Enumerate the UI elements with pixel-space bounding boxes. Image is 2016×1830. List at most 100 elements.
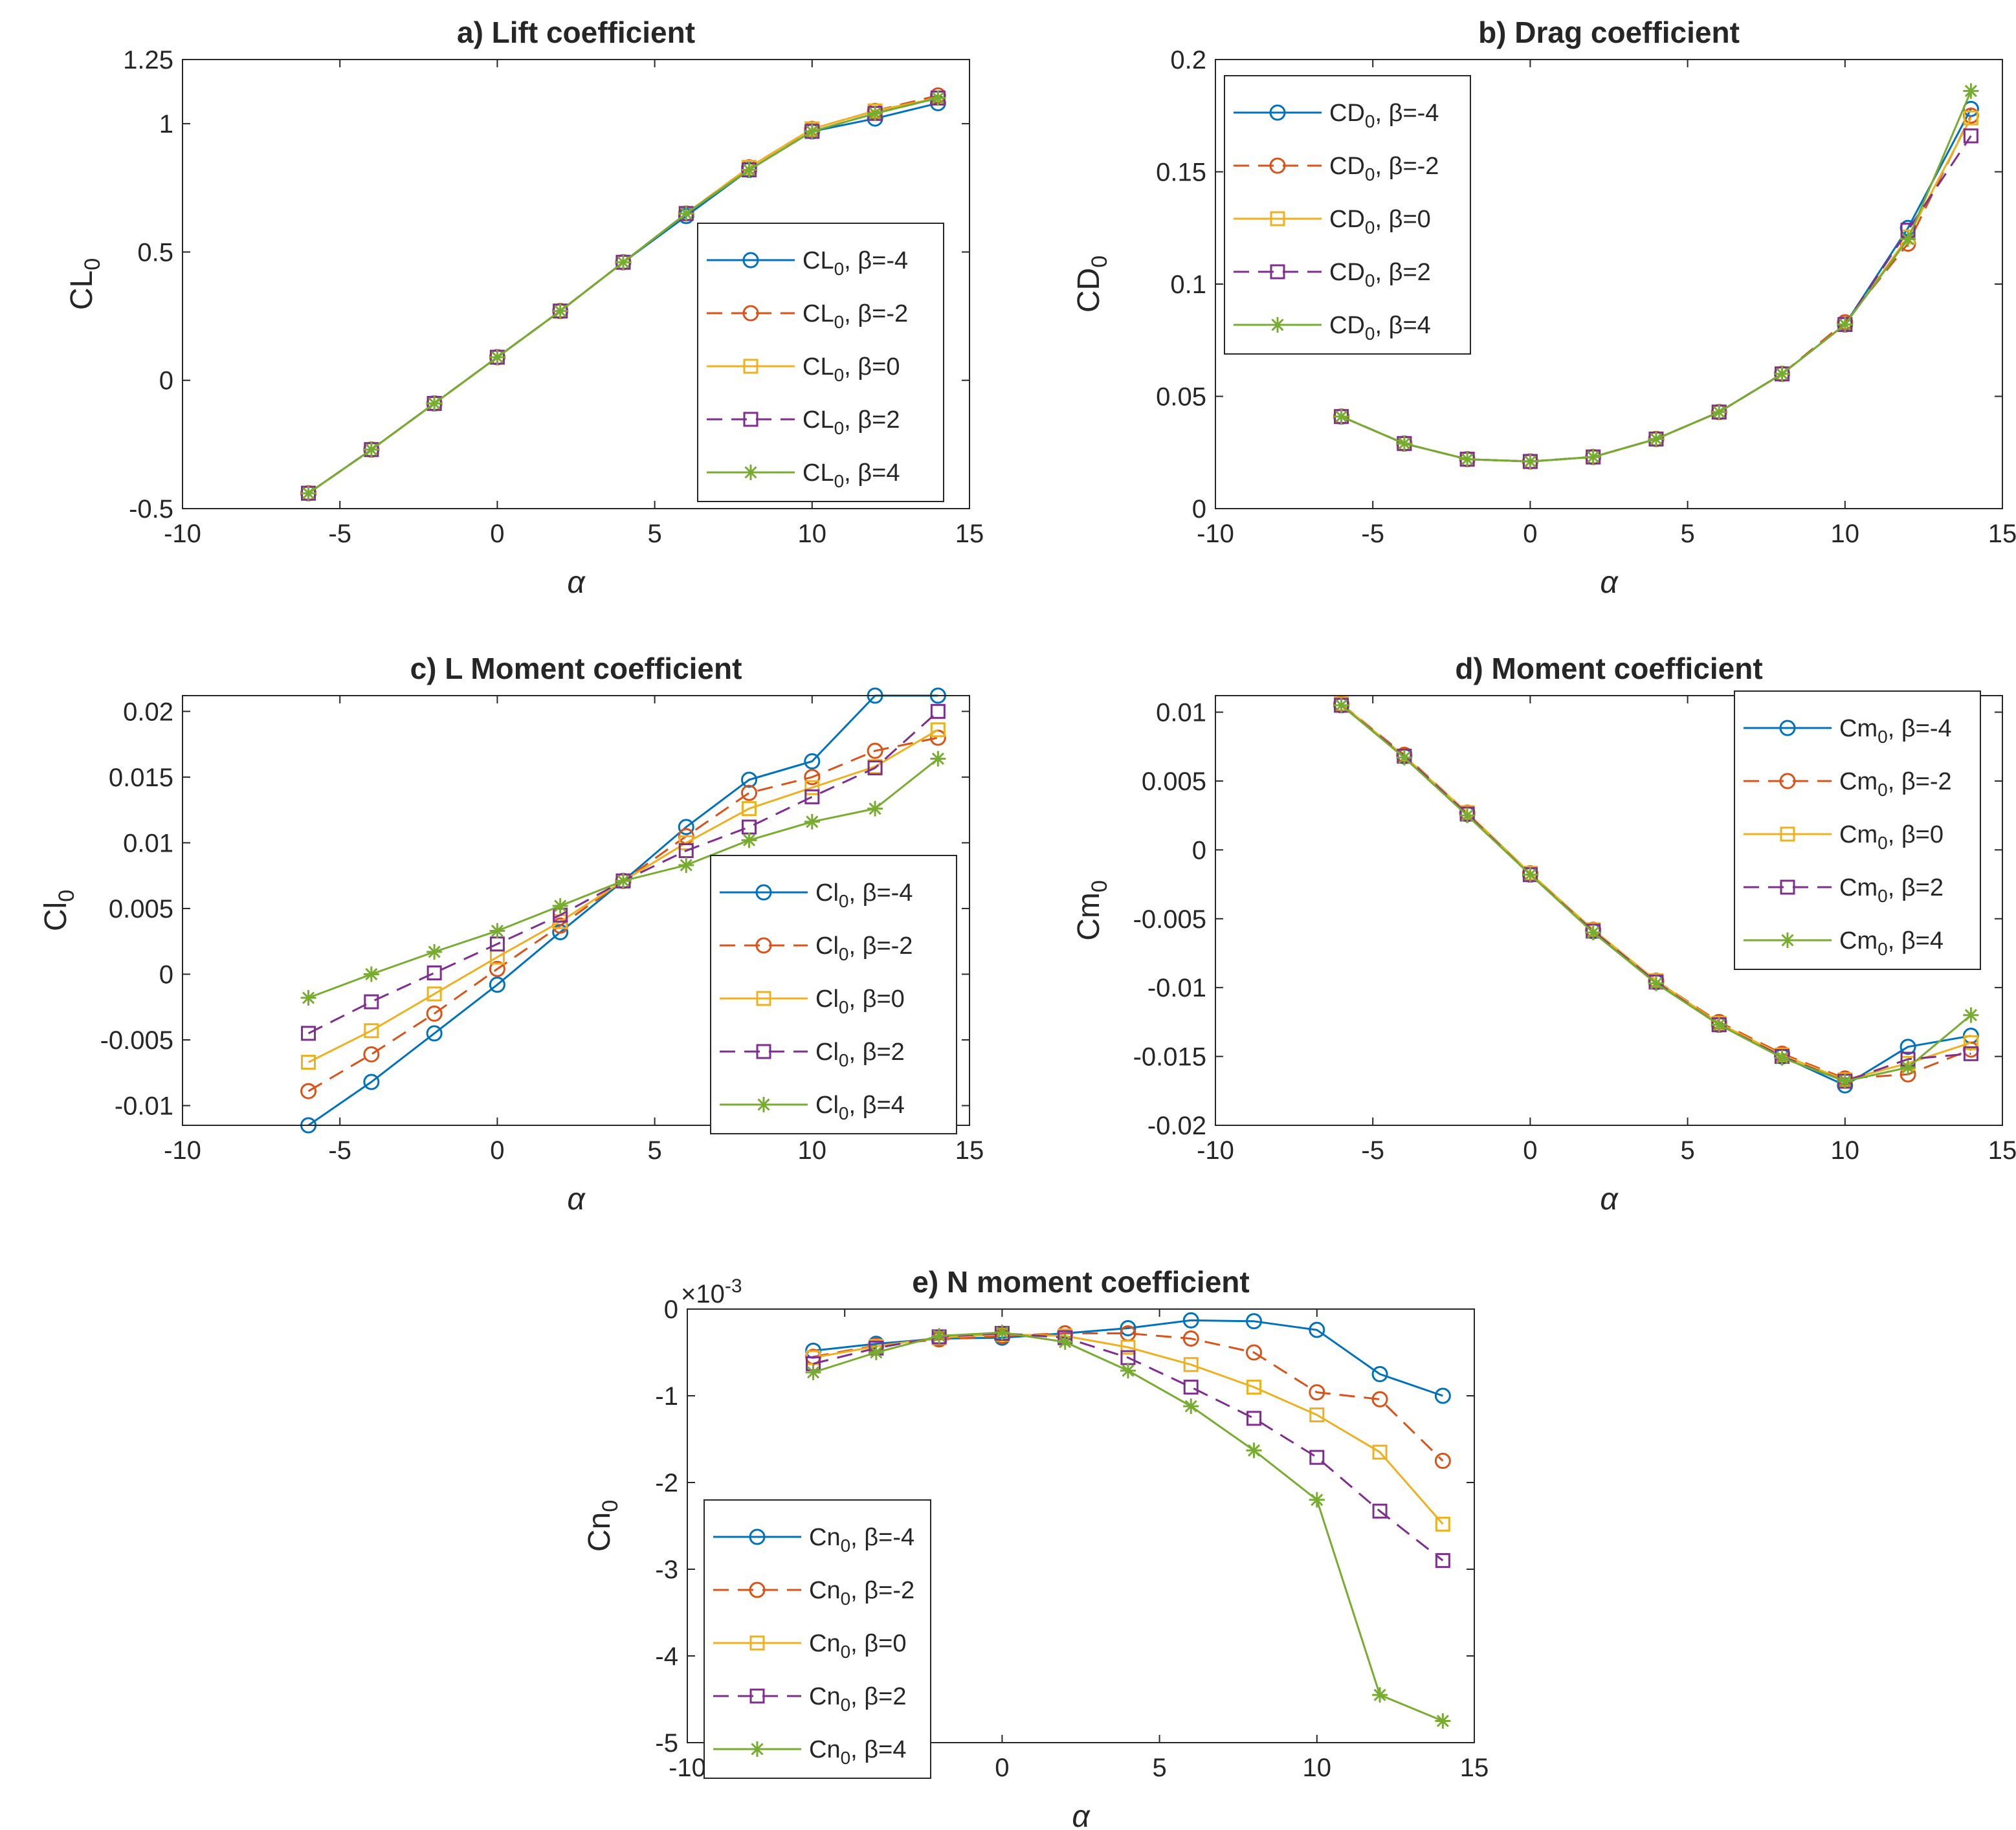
- data-point: [1459, 808, 1476, 824]
- legend-separator: ,: [1375, 206, 1388, 233]
- legend-series-name: β=-2: [1901, 768, 1952, 795]
- legend-separator: ,: [850, 1577, 864, 1604]
- legend-prefix: Cl: [815, 879, 839, 907]
- y-tick-label: 0.15: [1156, 159, 1206, 187]
- data-point: [930, 722, 946, 738]
- x-axis-label: α: [567, 566, 586, 600]
- data-point: [1120, 1319, 1136, 1336]
- legend-series-name: β=0: [864, 1630, 906, 1657]
- legend-series-name: β=-4: [1901, 715, 1952, 742]
- legend-prefix: CL: [803, 406, 834, 434]
- data-point: [1900, 1059, 1916, 1075]
- data-point: [678, 843, 694, 859]
- legend-subscript: 0: [1878, 727, 1888, 747]
- legend-label: CD0, β=4: [1329, 312, 1431, 344]
- legend-marker: [1269, 157, 1286, 174]
- x-tick-label: 15: [1988, 520, 2016, 548]
- y-tick-label: -5: [655, 1729, 678, 1758]
- data-point: [1711, 404, 1727, 420]
- x-tick-label: -5: [328, 1136, 351, 1165]
- legend-item-beta_0: CD0, β=0: [1234, 206, 1431, 237]
- x-tick-label: 10: [1831, 520, 1860, 548]
- legend-marker: [749, 1688, 765, 1704]
- y-tick-label: 0.01: [1156, 699, 1206, 727]
- chart-title: e) N moment coefficient: [912, 1265, 1249, 1299]
- y-label-subscript: 0: [80, 258, 105, 270]
- data-point: [1182, 1312, 1199, 1328]
- data-point: [363, 1046, 380, 1063]
- data-point: [301, 1026, 316, 1041]
- y-label-base: Cn: [582, 1512, 617, 1552]
- data-point: [1774, 366, 1790, 382]
- legend-label: Cl0, β=4: [815, 1092, 905, 1123]
- legend-box: [1224, 75, 1471, 355]
- legend-item-beta_m2: CD0, β=-2: [1234, 153, 1439, 184]
- y-label-subscript: 0: [54, 890, 79, 902]
- data-point: [804, 124, 820, 140]
- data-point: [300, 990, 316, 1006]
- legend-separator: ,: [1375, 100, 1388, 127]
- x-tick-label: 0: [995, 1754, 1009, 1782]
- legend-label: CL0, β=-2: [803, 300, 908, 332]
- legend-box: [697, 223, 944, 502]
- legend-series-name: β=-4: [858, 247, 908, 274]
- data-point: [804, 769, 821, 786]
- chart-title: b) Drag coefficient: [1478, 16, 1740, 49]
- legend-subscript: 0: [841, 1589, 851, 1609]
- series-beta_4: [1333, 83, 1979, 470]
- legend-prefix: CD: [1329, 259, 1365, 286]
- data-point: [1711, 1017, 1727, 1033]
- legend-prefix: Cn: [809, 1630, 841, 1657]
- legend-item-beta_4: Cn0, β=4: [713, 1736, 906, 1768]
- y-axis-label: CL0: [65, 258, 105, 310]
- legend-prefix: CD: [1329, 153, 1365, 180]
- axes-box: [1215, 695, 2003, 1126]
- y-tick-label: 0: [1192, 836, 1206, 865]
- legend-subscript: 0: [841, 1536, 851, 1556]
- data-point: [489, 923, 505, 939]
- legend-box: [710, 855, 957, 1134]
- legend-prefix: CL: [803, 247, 834, 274]
- legend-subscript: 0: [834, 259, 845, 279]
- data-point: [678, 819, 694, 835]
- legend-subscript: 0: [834, 365, 845, 385]
- legend-separator: ,: [848, 879, 862, 907]
- legend-series-name: β=0: [863, 986, 905, 1013]
- data-point: [1435, 1516, 1450, 1532]
- data-point: [1648, 975, 1664, 991]
- legend-series-name: β=-2: [858, 300, 908, 327]
- legend-box: [703, 1499, 931, 1779]
- x-tick-label: 0: [1523, 1136, 1537, 1165]
- legend-series-name: β=-4: [864, 1524, 914, 1551]
- legend-item-beta_m2: Cl0, β=-2: [720, 932, 913, 964]
- legend-prefix: Cn: [809, 1577, 841, 1604]
- legend-series-name: β=4: [858, 459, 900, 487]
- x-tick-label: 15: [1988, 1136, 2016, 1165]
- legend-label: Cl0, β=0: [815, 986, 905, 1017]
- y-label-base: CL: [65, 270, 99, 310]
- data-point: [552, 898, 568, 914]
- legend-separator: ,: [844, 300, 858, 327]
- legend-separator: ,: [848, 986, 862, 1013]
- legend-prefix: CL: [803, 300, 834, 327]
- data-point: [1371, 1391, 1388, 1407]
- x-tick-label: -5: [1361, 1136, 1384, 1165]
- data-point: [426, 986, 442, 1002]
- legend-separator: ,: [850, 1630, 864, 1657]
- legend-separator: ,: [850, 1683, 864, 1710]
- legend-label: Cn0, β=2: [809, 1683, 906, 1715]
- y-tick-label: 1.25: [123, 46, 173, 74]
- legend-subscript: 0: [839, 1103, 849, 1123]
- legend-series-name: β=-2: [863, 932, 913, 960]
- data-point: [1183, 1398, 1199, 1415]
- data-point: [426, 395, 443, 412]
- legend-marker: [749, 1635, 765, 1651]
- data-point: [363, 441, 379, 458]
- legend-series-name: β=0: [1389, 206, 1431, 233]
- x-tick-label: 5: [1152, 1754, 1166, 1782]
- chart-b: b) Drag coefficient -10 -5 0 5 10 15 0 0.05 0.1 0.…: [1072, 16, 2016, 600]
